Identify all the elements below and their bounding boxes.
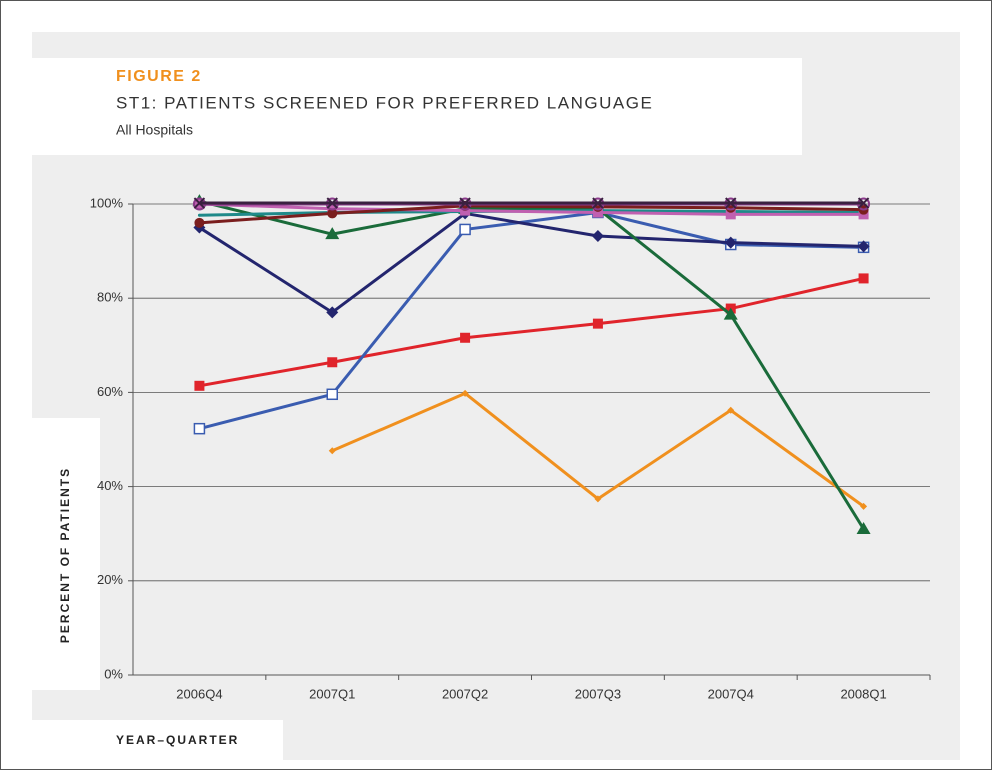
marker <box>193 422 206 435</box>
series-line <box>198 211 864 314</box>
series-line <box>199 210 864 431</box>
marker <box>723 307 738 320</box>
y-tick-label: 40% <box>97 478 123 493</box>
chart-title: ST1: PATIENTS SCREENED FOR PREFERRED LAN… <box>116 93 653 112</box>
marker <box>194 217 205 228</box>
x-tick-label: 2006Q4 <box>176 686 222 701</box>
series-line <box>199 276 864 388</box>
marker <box>459 197 471 209</box>
x-tick-label: 2007Q1 <box>309 686 355 701</box>
x-tick-label: 2008Q1 <box>840 686 886 701</box>
figure-label: FIGURE 2 <box>116 68 202 85</box>
y-tick-label: 60% <box>97 384 123 399</box>
y-tick-label: 80% <box>97 290 123 305</box>
marker <box>327 357 338 368</box>
y-tick-label: 0% <box>104 666 123 681</box>
marker <box>327 208 338 219</box>
marker <box>592 207 603 218</box>
marker <box>857 197 870 209</box>
y-axis-label: PERCENT OF PATIENTS <box>58 467 72 643</box>
y-tick-label: 100% <box>90 195 124 210</box>
marker <box>857 240 870 253</box>
marker <box>725 209 736 220</box>
marker <box>197 213 201 217</box>
marker <box>592 197 604 209</box>
series-line <box>199 204 864 225</box>
marker <box>325 227 340 240</box>
x-tick-label: 2007Q2 <box>442 686 488 701</box>
series-line <box>199 199 865 530</box>
chart-subtitle: All Hospitals <box>116 122 193 138</box>
marker <box>592 318 603 329</box>
marker <box>194 380 205 391</box>
marker <box>594 495 602 503</box>
marker <box>326 306 339 319</box>
y-tick-label: 20% <box>97 572 123 587</box>
marker <box>856 521 871 534</box>
marker <box>724 236 737 249</box>
x-tick-label: 2007Q3 <box>575 686 621 701</box>
series-line <box>199 202 864 216</box>
marker <box>326 197 338 209</box>
marker <box>460 332 471 343</box>
marker <box>727 406 735 414</box>
marker <box>591 230 604 243</box>
title-box <box>32 58 802 155</box>
marker <box>459 223 471 236</box>
marker <box>461 389 469 397</box>
marker <box>328 447 336 455</box>
y-label-box <box>32 418 100 690</box>
x-axis-label: YEAR–QUARTER <box>116 733 239 747</box>
marker <box>193 197 206 209</box>
marker <box>326 388 338 401</box>
marker <box>860 502 868 510</box>
x-label-box <box>32 720 283 760</box>
x-tick-label: 2007Q4 <box>708 686 754 701</box>
marker <box>858 273 869 284</box>
marker <box>725 197 737 209</box>
